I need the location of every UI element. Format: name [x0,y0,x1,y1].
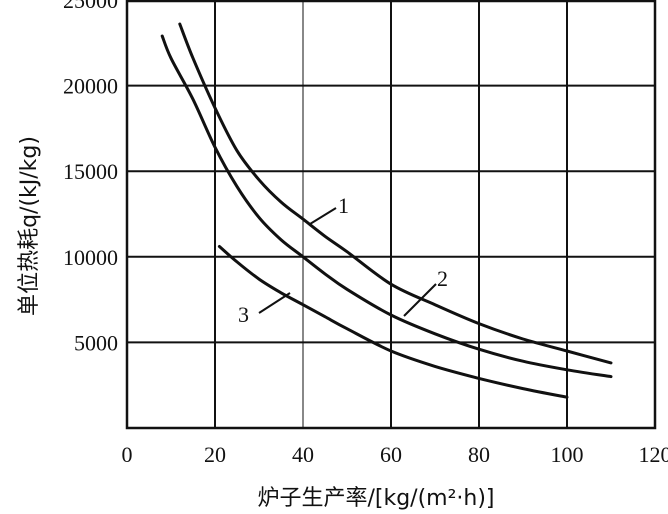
x-tick-label: 100 [551,442,584,467]
curve-3 [217,245,569,399]
x-axis-title: 炉子生产率/[kg/(m²·h)] [257,486,494,511]
y-tick-label: 5000 [74,330,118,355]
plot-border [125,0,657,430]
x-axis-ticks: 0 20 40 60 80 100 120 [122,442,668,467]
y-tick-label: 15000 [63,159,118,184]
plot-frame [125,0,657,430]
y-tick-label: 10000 [63,245,118,270]
y-tick-label: 25000 [63,0,118,13]
curve-2-leader [403,283,437,317]
x-tick-label: 40 [292,442,314,467]
curve-labels: 1 2 3 [238,193,448,327]
y-tick-label: 20000 [63,74,118,99]
x-tick-label: 120 [639,442,668,467]
curve-1-leader [309,207,337,225]
curve-2 [160,34,613,379]
grid-lines [127,0,655,428]
x-tick-label: 80 [468,442,490,467]
y-axis-ticks: 5000 10000 15000 20000 25000 [63,0,118,355]
x-tick-label: 60 [380,442,402,467]
x-tick-label: 20 [204,442,226,467]
curve-1-label: 1 [338,193,349,218]
y-axis-title: 单位热耗q/(kJ/kg) [17,136,42,316]
curve-2-label: 2 [437,266,448,291]
curves [160,22,613,399]
curve-1 [178,22,613,365]
x-tick-label: 0 [122,442,133,467]
curve-3-leader [258,292,291,314]
curve-3-label: 3 [238,302,249,327]
